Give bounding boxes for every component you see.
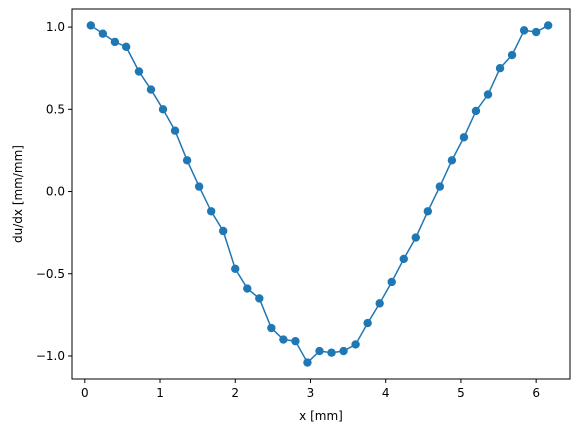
data-point	[98, 29, 108, 38]
data-point	[231, 264, 240, 274]
data-point	[411, 233, 420, 242]
series-layer	[86, 21, 553, 367]
y-tick-label: 0.0	[46, 185, 65, 199]
data-point	[459, 133, 469, 142]
y-tick-label: 1.0	[46, 20, 65, 34]
data-point	[279, 335, 288, 344]
data-point	[351, 340, 360, 349]
y-axis-ticks: −1.0 −0.5 0.0 0.5 1.0	[36, 20, 72, 363]
plot-background	[72, 9, 570, 379]
data-point	[170, 126, 180, 135]
x-tick-label: 1	[156, 386, 164, 400]
data-point	[387, 277, 396, 287]
data-point	[327, 348, 336, 357]
x-axis-label: x [mm]	[299, 409, 343, 423]
data-point	[363, 318, 372, 328]
data-point	[158, 105, 168, 114]
x-tick-label: 3	[307, 386, 315, 400]
data-point	[435, 182, 445, 191]
x-tick-label: 6	[532, 386, 540, 400]
data-point	[182, 156, 192, 165]
data-point	[399, 254, 408, 264]
data-point	[219, 226, 228, 236]
data-point	[194, 182, 204, 191]
y-axis-label: du/dx [mm/mm]	[11, 145, 25, 243]
y-tick-label: −0.5	[36, 267, 65, 281]
data-point	[543, 21, 553, 30]
x-tick-label: 4	[382, 386, 390, 400]
x-tick-label: 0	[81, 386, 89, 400]
data-point	[267, 323, 276, 333]
y-tick-label: 0.5	[46, 102, 65, 116]
data-point	[110, 37, 120, 47]
data-point	[121, 42, 131, 52]
data-point	[146, 85, 156, 94]
x-axis-ticks: 0 1 2 3 4 5 6	[81, 379, 540, 400]
data-point	[339, 346, 348, 356]
data-point	[206, 207, 216, 216]
data-point	[134, 67, 144, 76]
x-tick-label: 2	[231, 386, 239, 400]
data-point	[423, 207, 433, 216]
data-point	[519, 26, 529, 35]
plot-frame	[71, 8, 571, 380]
data-point	[483, 90, 493, 99]
data-point	[531, 27, 541, 37]
data-point	[471, 106, 481, 116]
data-point	[375, 299, 384, 308]
data-point	[291, 336, 300, 346]
data-point	[243, 284, 252, 293]
data-point	[447, 156, 457, 165]
data-point	[495, 63, 505, 73]
data-point	[507, 50, 517, 60]
x-tick-label: 5	[457, 386, 465, 400]
data-point	[315, 346, 324, 356]
data-point	[86, 21, 96, 30]
data-point	[255, 294, 264, 303]
y-tick-label: −1.0	[36, 349, 65, 363]
data-point	[303, 358, 312, 367]
